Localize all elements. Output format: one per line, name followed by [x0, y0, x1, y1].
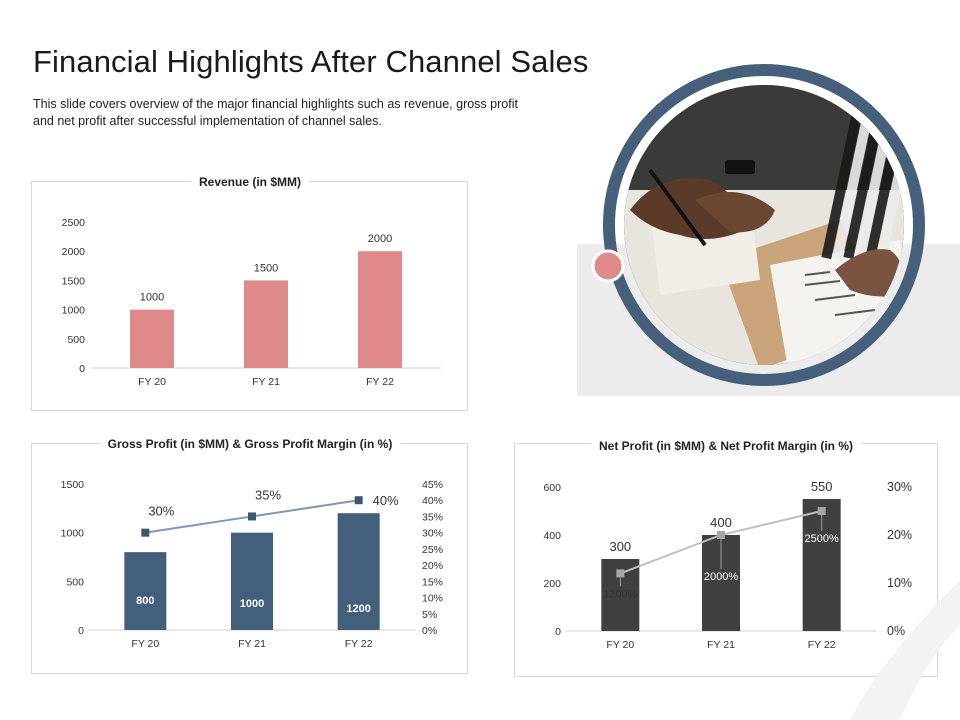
- gross-margin-label: 30%: [148, 504, 174, 519]
- net-y-tick: 600: [543, 482, 561, 494]
- net-x-tick: FY 22: [808, 639, 836, 651]
- gross-title-gap: [99, 442, 401, 446]
- net-margin-marker: [616, 569, 625, 578]
- net-profit-chart: Net Profit (in $MM) & Net Profit Margin …: [514, 439, 938, 677]
- revenue-data-label: 1000: [140, 292, 164, 304]
- net-data-label: 550: [811, 479, 833, 494]
- revenue-x-tick: FY 22: [366, 376, 394, 388]
- net-y2-tick: 10%: [887, 576, 912, 590]
- net-margin-label: 2500%: [805, 533, 839, 545]
- gross-y-tick: 1000: [61, 528, 85, 540]
- gross-y2-tick: 30%: [422, 528, 443, 540]
- revenue-x-tick: FY 21: [252, 376, 280, 388]
- net-title: Net Profit (in $MM) & Net Profit Margin …: [599, 439, 853, 453]
- revenue-y-tick: 500: [67, 334, 85, 346]
- gross-x-tick: FY 22: [345, 638, 373, 650]
- revenue-title-gap: [190, 180, 310, 184]
- gross-y2-tick: 15%: [422, 576, 443, 588]
- gross-y2-tick: 40%: [422, 495, 443, 507]
- gross-x-tick: FY 21: [238, 638, 266, 650]
- slide-description: This slide covers overview of the major …: [33, 97, 518, 128]
- revenue-data-label: 1500: [254, 262, 278, 274]
- gross-bar: [231, 532, 273, 630]
- gross-margin-marker: [354, 496, 363, 505]
- gross-profit-chart: Gross Profit (in $MM) & Gross Profit Mar…: [31, 437, 468, 674]
- ring-dot: [591, 249, 625, 283]
- revenue-chart-svg: Revenue (in $MM) 0 500 1000 1500 2000 2500 FY 2…: [62, 175, 441, 388]
- revenue-y-tick: 2500: [62, 217, 86, 229]
- net-title-gap: [591, 442, 861, 446]
- gross-profit-chart-svg: Gross Profit (in $MM) & Gross Profit Mar…: [61, 437, 443, 650]
- gross-y-tick: 0: [78, 625, 84, 637]
- gross-y2-tick: 45%: [422, 479, 443, 491]
- gross-data-label: 1000: [240, 598, 264, 610]
- net-profit-chart-svg: Net Profit (in $MM) & Net Profit Margin …: [543, 439, 912, 651]
- photo-ring: [603, 64, 925, 386]
- net-y2-tick: 0%: [887, 624, 905, 638]
- revenue-bar: [358, 251, 402, 368]
- revenue-data-label: 2000: [368, 233, 392, 245]
- net-margin-label: 2000%: [704, 571, 738, 583]
- net-data-label: 400: [710, 515, 732, 530]
- net-margin-marker: [817, 507, 826, 515]
- revenue-x-tick: FY 20: [138, 376, 166, 388]
- gross-margin-marker: [248, 512, 256, 521]
- revenue-bar: [130, 309, 174, 368]
- revenue-y-tick: 1500: [62, 275, 86, 287]
- circular-photo-frame: [591, 64, 925, 386]
- gross-data-label: 800: [136, 595, 154, 607]
- gross-y2-tick: 20%: [422, 560, 443, 572]
- gross-y-tick: 500: [66, 576, 84, 588]
- gross-y2-tick: 35%: [422, 511, 443, 523]
- revenue-bar: [244, 280, 288, 368]
- revenue-y-tick: 2000: [62, 246, 86, 258]
- gross-margin-label: 40%: [373, 493, 399, 508]
- gross-y-tick: 1500: [61, 479, 85, 491]
- gross-y2-tick: 25%: [422, 544, 443, 556]
- gross-bar: [124, 552, 167, 630]
- net-y-tick: 0: [555, 626, 561, 638]
- gross-margin-label: 35%: [255, 487, 281, 502]
- revenue-y-tick: 1000: [62, 305, 86, 317]
- revenue-title: Revenue (in $MM): [199, 175, 301, 189]
- net-margin-marker: [717, 531, 725, 539]
- net-x-tick: FY 20: [606, 639, 634, 651]
- gross-y2-tick: 10%: [422, 593, 443, 605]
- net-y-tick: 400: [543, 530, 561, 542]
- net-x-tick: FY 21: [707, 639, 735, 651]
- decorative-swoosh: [850, 580, 960, 720]
- gross-margin-marker: [141, 528, 150, 537]
- revenue-y-tick: 0: [79, 363, 85, 375]
- gross-y2-tick: 0%: [422, 625, 437, 637]
- net-y2-tick: 30%: [887, 480, 912, 494]
- gross-title: Gross Profit (in $MM) & Gross Profit Mar…: [108, 437, 393, 451]
- gross-x-tick: FY 20: [131, 638, 159, 650]
- net-y-tick: 200: [543, 578, 561, 590]
- net-y2-tick: 20%: [887, 528, 912, 542]
- gross-data-label: 1200: [346, 603, 370, 615]
- gross-y2-tick: 5%: [422, 609, 437, 621]
- net-data-label: 300: [609, 539, 631, 554]
- slide-title: Financial Highlights After Channel Sales: [33, 44, 589, 79]
- gross-bar: [337, 513, 380, 630]
- revenue-chart: Revenue (in $MM) 0 500 1000 1500 2000 2500 FY 2…: [31, 175, 468, 411]
- net-margin-label: 1200%: [603, 588, 637, 600]
